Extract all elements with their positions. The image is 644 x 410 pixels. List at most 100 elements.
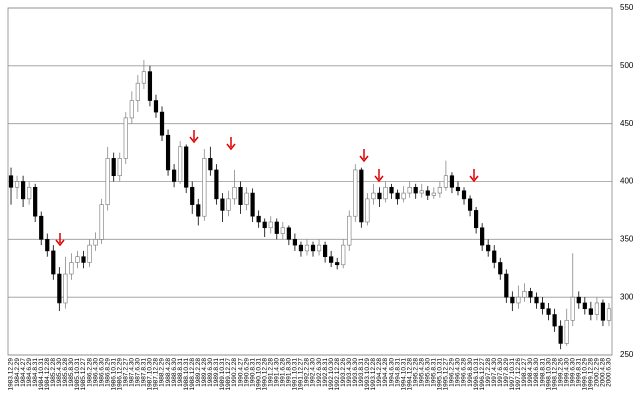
x-tick-label: 1990.12.28 bbox=[261, 358, 268, 391]
x-tick-label: 1994.4.28 bbox=[382, 358, 389, 387]
arrow bbox=[374, 169, 384, 183]
x-tick-label: 1993.6.30 bbox=[352, 358, 359, 387]
y-tick-label: 250 bbox=[620, 350, 634, 359]
candle-body bbox=[359, 169, 364, 223]
x-tick-label: 1989.10.31 bbox=[219, 358, 226, 391]
x-tick-label: 1997.2.28 bbox=[485, 358, 492, 387]
candle-body bbox=[316, 244, 322, 252]
candle-body bbox=[165, 134, 171, 171]
x-tick-label: 1988.10.31 bbox=[183, 358, 190, 391]
x-tick-label: 1990.4.27 bbox=[237, 358, 244, 387]
candle-body bbox=[522, 291, 527, 298]
candle-body bbox=[407, 186, 412, 194]
x-tick-label: 1986.8.29 bbox=[104, 358, 111, 387]
x-tick-label: 1995.2.28 bbox=[412, 358, 419, 387]
x-tick-label: 1991.12.27 bbox=[298, 358, 305, 391]
arrow bbox=[55, 233, 65, 247]
x-tick-label: 1985.2.28 bbox=[50, 358, 57, 387]
x-tick-label: 1990.10.31 bbox=[255, 358, 262, 391]
candle-body bbox=[492, 250, 497, 263]
x-tick-label: 1990.8.31 bbox=[249, 358, 256, 387]
x-tick-label: 1993.8.31 bbox=[358, 358, 365, 387]
candle-body bbox=[510, 296, 515, 304]
candle-body bbox=[45, 239, 50, 252]
candle-body bbox=[389, 186, 394, 194]
x-tick-label: 1984.10.31 bbox=[38, 358, 45, 391]
x-tick-label: 1993.10.29 bbox=[364, 358, 371, 391]
x-tick-label: 1997.6.30 bbox=[497, 358, 504, 387]
x-tick-label: 1998.6.30 bbox=[533, 358, 540, 387]
candle-body bbox=[401, 192, 406, 200]
x-tick-label: 1989.8.31 bbox=[213, 358, 220, 387]
x-tick-label: 1995.12.27 bbox=[443, 358, 450, 391]
candle-body bbox=[449, 175, 455, 188]
x-tick-label: 1988.2.29 bbox=[159, 358, 166, 387]
x-tick-label: 1991.10.31 bbox=[292, 358, 299, 391]
candle-body bbox=[480, 227, 485, 246]
candle-body bbox=[335, 262, 340, 266]
candle-body bbox=[594, 302, 599, 315]
candle-body bbox=[117, 158, 122, 177]
candle-body bbox=[552, 314, 557, 327]
x-tick-label: 1992.6.30 bbox=[316, 358, 323, 387]
candle-body bbox=[498, 262, 503, 275]
candle-body bbox=[244, 192, 249, 205]
candle-body bbox=[504, 273, 509, 298]
x-tick-label: 1986.4.30 bbox=[92, 358, 99, 387]
candle-body bbox=[153, 100, 159, 113]
x-tick-label: 1998.12.28 bbox=[551, 358, 558, 391]
y-tick-label: 550 bbox=[620, 3, 634, 12]
x-tick-label: 1997.12.26 bbox=[515, 358, 522, 391]
x-tick-label: 1997.8.29 bbox=[503, 358, 510, 387]
x-tick-label: 1991.8.30 bbox=[286, 358, 293, 387]
candle-body bbox=[105, 158, 110, 205]
candle-body bbox=[111, 158, 116, 177]
candle-body bbox=[425, 190, 430, 196]
candle-body bbox=[51, 250, 56, 275]
candle-body bbox=[413, 186, 418, 194]
candle-body bbox=[564, 319, 569, 344]
candle-body bbox=[516, 296, 521, 304]
candle-body bbox=[365, 198, 370, 223]
candle-body bbox=[14, 181, 20, 188]
arrow bbox=[189, 130, 199, 144]
x-tick-label: 1988.4.28 bbox=[165, 358, 172, 387]
candle-body bbox=[341, 244, 346, 266]
x-tick-label: 1988.8.31 bbox=[177, 358, 184, 387]
x-tick-label: 1998.4.30 bbox=[527, 358, 534, 387]
candle-body bbox=[178, 146, 183, 182]
x-tick-label: 1987.8.31 bbox=[141, 358, 148, 387]
candle-body bbox=[322, 244, 328, 257]
candle-body bbox=[570, 296, 575, 321]
x-tick-label: 1985.12.27 bbox=[80, 358, 87, 391]
x-tick-label: 1989.2.28 bbox=[195, 358, 202, 387]
arrow bbox=[226, 137, 236, 151]
candle-body bbox=[534, 296, 539, 304]
x-tick-label: 1992.2.28 bbox=[304, 358, 311, 387]
candle-body bbox=[238, 186, 243, 205]
candle-body bbox=[202, 158, 207, 217]
x-tick-label: 1996.4.30 bbox=[455, 358, 462, 387]
candle-body bbox=[39, 215, 44, 240]
candle-body bbox=[298, 244, 304, 252]
candle-body bbox=[220, 198, 225, 211]
x-tick-label: 1992.8.31 bbox=[322, 358, 329, 387]
x-tick-label: 1996.8.30 bbox=[467, 358, 474, 387]
candle-body bbox=[141, 71, 147, 84]
candle-body bbox=[256, 215, 261, 223]
x-tick-label: 2000.4.28 bbox=[600, 358, 607, 387]
candle-body bbox=[135, 82, 140, 101]
candle-body bbox=[250, 192, 255, 217]
candle-body bbox=[190, 186, 195, 205]
candle-body bbox=[347, 215, 352, 246]
candle-body bbox=[129, 100, 134, 119]
x-tick-label: 1994.10.31 bbox=[400, 358, 407, 391]
x-tick-label: 1999.4.30 bbox=[563, 358, 570, 387]
x-tick-label: 1984.4.27 bbox=[20, 358, 27, 387]
candle-body bbox=[280, 227, 285, 234]
candle-body bbox=[473, 210, 479, 229]
candle-body bbox=[292, 239, 298, 246]
x-tick-label: 2000.2.29 bbox=[594, 358, 601, 387]
x-tick-label: 1987.10.30 bbox=[147, 358, 154, 391]
candle-body bbox=[33, 186, 38, 217]
